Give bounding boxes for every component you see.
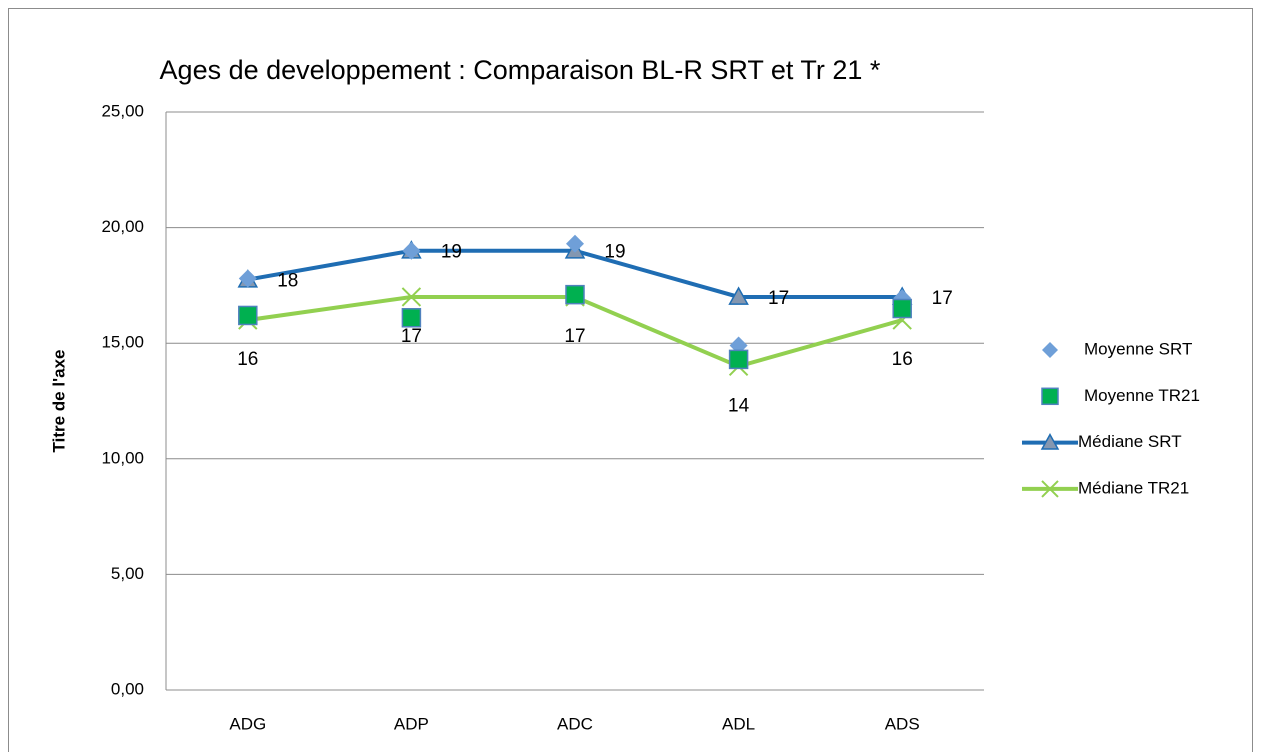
diamond-marker (238, 269, 257, 288)
y-tick-label: 0,00 (111, 679, 144, 698)
y-tick-label: 15,00 (101, 333, 144, 352)
x-marker (401, 287, 422, 307)
x-tick-label: ADP (394, 714, 429, 733)
y-tick-label: 10,00 (101, 448, 144, 467)
data-label: 14 (728, 395, 750, 416)
y-tick-label: 20,00 (101, 217, 144, 236)
triangle-marker (728, 286, 749, 305)
chart-title: Ages de developpement : Comparaison BL-R… (160, 55, 881, 85)
y-axis-label: Titre de l'axe (49, 350, 68, 453)
x-tick-label: ADL (722, 714, 755, 733)
chart-border (8, 8, 1253, 752)
legend-label: Moyenne SRT (1084, 339, 1192, 358)
data-label: 17 (768, 288, 789, 309)
y-tick-label: 5,00 (111, 564, 144, 583)
data-label: 19 (604, 242, 625, 263)
data-label: 16 (237, 349, 258, 370)
square-marker (728, 349, 749, 370)
data-label: 17 (564, 326, 585, 347)
x-tick-label: ADS (885, 714, 920, 733)
square-marker (401, 308, 422, 328)
square-marker (565, 284, 585, 305)
data-label: 16 (892, 349, 913, 370)
data-label: 17 (401, 326, 422, 347)
data-label: 18 (277, 271, 298, 292)
triangle-marker (1040, 433, 1060, 450)
square-marker (238, 305, 258, 326)
x-tick-label: ADG (229, 714, 266, 733)
data-label: 17 (932, 288, 953, 309)
legend-label: Médiane TR21 (1078, 478, 1189, 497)
diamond-marker (402, 241, 421, 260)
x-tick-label: ADC (557, 714, 593, 733)
diamond-marker (1042, 342, 1058, 358)
data-label: 19 (441, 242, 462, 263)
legend-label: Moyenne TR21 (1084, 386, 1200, 405)
square-marker (892, 298, 912, 319)
square-marker (1041, 387, 1059, 406)
diamond-marker (566, 234, 584, 253)
y-tick-label: 25,00 (101, 101, 144, 120)
legend-label: Médiane SRT (1078, 432, 1182, 451)
x-marker (1041, 480, 1059, 498)
